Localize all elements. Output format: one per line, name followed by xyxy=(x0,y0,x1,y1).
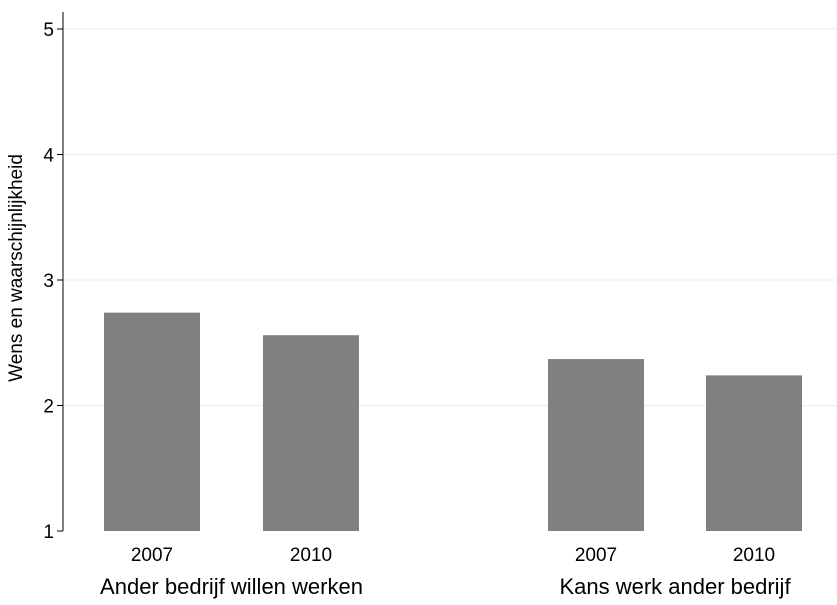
x-axis-labels: 2007 2010 Ander bedrijf willen werken 2007 2… xyxy=(100,545,791,599)
x-tick-label-2010: 2010 xyxy=(290,545,332,566)
y-axis-title: Wens en waarschijnlijkheid xyxy=(6,154,27,382)
y-tick-label-3: 3 xyxy=(43,271,54,292)
bar-1-2007 xyxy=(104,312,200,531)
y-tick-label-4: 4 xyxy=(43,146,54,167)
bars xyxy=(104,312,802,531)
bar-2-2010 xyxy=(706,375,802,531)
bar-1-2010 xyxy=(263,335,359,531)
y-tick-label-5: 5 xyxy=(43,20,54,41)
y-axis: 1 2 3 4 5 xyxy=(43,12,64,543)
x-tick-label-2010: 2010 xyxy=(733,545,775,566)
group-label-1: Ander bedrijf willen werken xyxy=(100,574,363,599)
x-tick-label-2007: 2007 xyxy=(131,545,173,566)
y-tick-label-1: 1 xyxy=(43,522,54,543)
x-tick-label-2007: 2007 xyxy=(575,545,617,566)
group-label-2: Kans werk ander bedrijf xyxy=(559,574,791,599)
y-tick-label-2: 2 xyxy=(43,397,54,418)
bar-2-2007 xyxy=(548,359,644,531)
